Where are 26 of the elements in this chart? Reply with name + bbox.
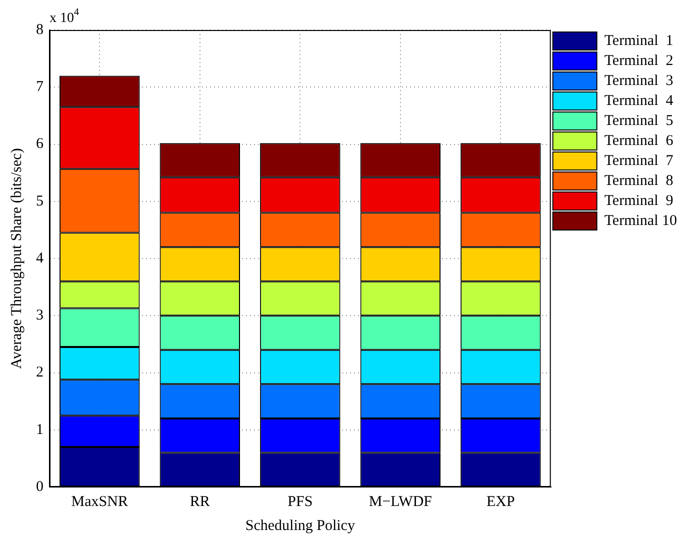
y-tick-label: 0 bbox=[36, 478, 44, 495]
y-tick-label: 3 bbox=[36, 308, 44, 324]
y-tick-label: 4 bbox=[36, 250, 44, 266]
x-tick-label: RR bbox=[190, 494, 210, 510]
legend-label: Terminal 5 bbox=[604, 112, 674, 129]
legend-label: Terminal 10 bbox=[604, 212, 678, 229]
legend-label: Terminal 1 bbox=[604, 32, 674, 49]
legend-label: Terminal 9 bbox=[604, 192, 674, 209]
legend-label: Terminal 2 bbox=[604, 52, 674, 69]
legend-label: Terminal 8 bbox=[604, 172, 674, 189]
legend-label: Terminal 4 bbox=[604, 92, 674, 109]
legend-label: Terminal 3 bbox=[604, 72, 674, 89]
y-axis-title: Average Throughput Share (bits/sec) bbox=[8, 148, 25, 369]
x-tick-label: MaxSNR bbox=[71, 494, 128, 510]
y-tick-label: 7 bbox=[36, 79, 44, 96]
y-tick-label: 8 bbox=[36, 22, 44, 38]
x-tick-label: M−LWDF bbox=[368, 494, 432, 510]
x-axis-title: Scheduling Policy bbox=[245, 518, 356, 534]
y-tick-label: 2 bbox=[36, 364, 44, 381]
x-tick-label: EXP bbox=[486, 494, 515, 510]
legend-label: Terminal 6 bbox=[604, 132, 674, 149]
y-tick-label: 1 bbox=[36, 422, 44, 438]
y-tick-label: 6 bbox=[36, 136, 44, 152]
x-tick-label: PFS bbox=[288, 494, 313, 510]
y-tick-label: 5 bbox=[36, 193, 44, 210]
legend-label: Terminal 7 bbox=[604, 152, 674, 169]
